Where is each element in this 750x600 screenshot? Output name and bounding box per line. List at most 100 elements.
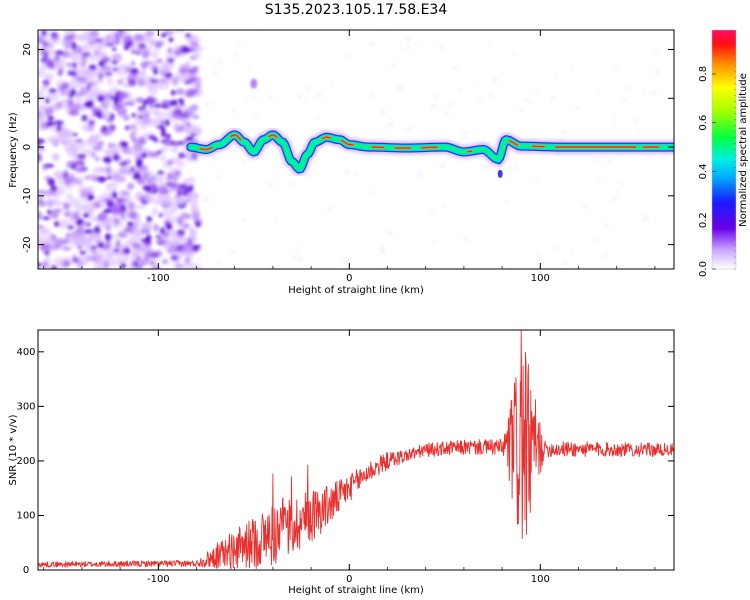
noise-speck — [431, 211, 436, 214]
noise-blob — [39, 85, 48, 92]
noise-blob — [118, 162, 129, 166]
noise-speck — [612, 122, 615, 127]
noise-blob — [176, 160, 185, 168]
noise-blob — [123, 45, 130, 51]
noise-speck — [199, 266, 205, 269]
noise-speck — [613, 112, 616, 116]
noise-blob — [176, 141, 186, 145]
spectrogram-ytick-label: 20 — [22, 43, 33, 56]
noise-blob — [142, 172, 150, 180]
noise-blob — [110, 54, 123, 63]
noise-speck — [383, 266, 388, 269]
noise-blob — [104, 209, 111, 213]
noise-speck — [448, 102, 452, 107]
noise-blob — [58, 128, 73, 139]
noise-speck — [197, 257, 202, 261]
noise-blob — [152, 173, 165, 184]
noise-speck — [463, 131, 468, 135]
noise-blob — [96, 140, 105, 146]
noise-blob — [155, 125, 165, 129]
colorbar: 0.0 0.2 0.4 0.6 0.8 Normalized spectral ampl… — [698, 29, 749, 277]
noise-blob — [104, 240, 112, 249]
noise-blob — [46, 209, 52, 215]
colorbar-ticks: 0.0 0.2 0.4 0.6 0.8 — [698, 35, 736, 277]
noise-blob — [163, 195, 174, 205]
colorbar-gradient — [712, 30, 736, 269]
spectrogram-ytick-label: 0 — [22, 144, 33, 150]
noise-blob — [81, 114, 88, 122]
noise-speck — [292, 181, 295, 186]
noise-blob — [129, 212, 138, 220]
noise-blob — [127, 221, 134, 227]
noise-blob — [38, 146, 46, 151]
noise-blob — [115, 239, 122, 249]
noise-blob — [129, 43, 140, 54]
noise-speck — [569, 251, 573, 255]
noise-speck — [343, 258, 347, 262]
noise-blob — [78, 184, 86, 195]
noise-blob — [126, 73, 138, 83]
noise-blob — [147, 151, 155, 158]
noise-blob — [41, 30, 47, 37]
noise-speck — [512, 52, 515, 56]
noise-blob — [136, 135, 149, 146]
noise-blob — [116, 208, 127, 213]
noise-blob — [178, 98, 184, 103]
noise-blob — [133, 261, 138, 268]
noise-speck — [513, 166, 517, 170]
noise-blob — [113, 98, 119, 106]
noise-blob — [155, 235, 162, 239]
noise-speck — [443, 203, 446, 208]
noise-blob — [175, 88, 186, 96]
noise-speck — [452, 65, 457, 70]
noise-blob — [181, 261, 194, 269]
noise-blob — [157, 170, 165, 175]
noise-blob — [89, 233, 102, 244]
noise-blob — [54, 50, 65, 55]
noise-blob — [191, 263, 201, 269]
noise-blob — [65, 193, 74, 201]
noise-speck — [457, 88, 463, 92]
noise-blob — [150, 60, 159, 66]
noise-speck — [386, 124, 392, 127]
noise-speck — [651, 91, 657, 95]
noise-blobs — [38, 30, 666, 269]
noise-blob — [153, 223, 159, 232]
noise-blob — [110, 112, 115, 121]
noise-speck — [431, 241, 436, 244]
noise-blob — [70, 51, 84, 62]
noise-blob — [163, 140, 173, 147]
noise-blob — [71, 147, 80, 159]
noise-speck — [380, 249, 386, 254]
noise-blob — [126, 182, 135, 190]
noise-blob — [141, 200, 148, 205]
noise-blob — [167, 222, 172, 229]
noise-blob — [101, 108, 111, 119]
noise-blob — [127, 96, 136, 108]
noise-blob — [66, 62, 74, 68]
noise-blob — [41, 261, 48, 268]
noise-speck — [336, 129, 342, 133]
noise-blob — [121, 141, 129, 147]
noise-blob — [143, 82, 156, 89]
noise-blob — [174, 263, 184, 269]
noise-speck — [399, 47, 402, 50]
noise-speck — [439, 45, 445, 50]
noise-speck — [440, 163, 445, 168]
noise-speck — [232, 53, 238, 56]
noise-blob — [107, 259, 121, 267]
noise-blob — [152, 104, 162, 108]
noise-blob — [143, 112, 150, 118]
snr-xtick-label: 0 — [346, 574, 352, 585]
noise-blob — [141, 221, 153, 230]
noise-speck — [268, 95, 273, 99]
noise-blob — [103, 148, 117, 156]
noise-blob — [79, 250, 87, 255]
noise-blob — [112, 174, 125, 184]
noise-speck — [636, 131, 641, 135]
noise-blob — [155, 43, 162, 50]
noise-blob — [121, 82, 134, 88]
noise-blob — [57, 219, 71, 229]
noise-blob — [76, 218, 84, 226]
